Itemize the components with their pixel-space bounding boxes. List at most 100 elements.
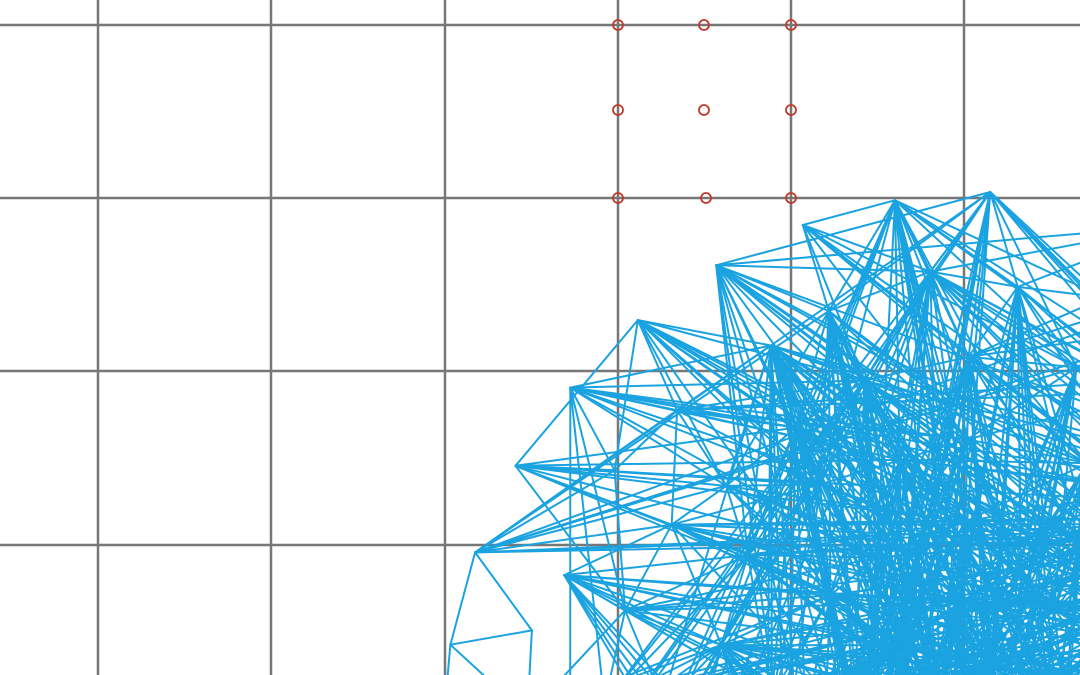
mesh-edge	[902, 644, 980, 675]
mesh-edge	[676, 409, 728, 487]
mesh-edge	[769, 344, 936, 675]
mesh-edge	[899, 458, 971, 675]
mesh-edge	[953, 520, 967, 675]
mesh-edge	[852, 644, 904, 675]
mesh-edge	[929, 270, 1078, 369]
mesh-edge	[769, 344, 847, 675]
mesh-edge	[967, 355, 1051, 675]
control-node	[612, 104, 624, 116]
mesh-edge	[624, 523, 673, 612]
mesh-edge	[669, 344, 772, 675]
mesh-edge	[720, 644, 773, 675]
mesh-edge	[967, 355, 991, 675]
mesh-edge	[966, 438, 1070, 675]
mesh-edge	[449, 643, 485, 675]
mesh-edge	[894, 199, 980, 675]
mesh-edge	[992, 285, 1019, 675]
control-node	[700, 192, 712, 204]
mesh-edge	[769, 344, 914, 675]
mesh-edge	[702, 379, 866, 675]
mesh-edge	[1046, 366, 1078, 675]
mesh-edge	[1016, 285, 1036, 675]
mesh-edge	[985, 366, 1078, 675]
mesh-edge	[1006, 366, 1078, 675]
mesh-edge	[624, 609, 654, 675]
mesh-edge	[569, 386, 1080, 468]
mesh-edge	[970, 540, 1079, 675]
mesh-edge	[715, 264, 749, 556]
mesh-edge	[929, 242, 1080, 273]
mesh-edge	[829, 556, 878, 597]
mesh-edge	[569, 386, 603, 675]
mesh-edge	[978, 285, 1019, 675]
mesh-edge	[746, 554, 804, 675]
mesh-edge	[715, 264, 1080, 402]
mesh-edge	[1016, 285, 1080, 339]
mesh-edge	[1016, 285, 1047, 675]
mesh-edge	[989, 191, 1019, 288]
mesh-edge	[446, 643, 452, 675]
mesh-edge	[801, 224, 1080, 459]
mesh-edge	[514, 458, 902, 467]
mesh-edge	[715, 264, 829, 675]
mesh-edge	[1016, 285, 1063, 675]
mesh-edge	[894, 199, 1012, 675]
mesh-edge	[725, 426, 797, 487]
mesh-edge	[827, 310, 935, 675]
mesh-edge	[769, 344, 992, 669]
mesh-edge	[875, 556, 880, 675]
mesh-edge	[863, 379, 1018, 675]
mesh-edge	[899, 458, 939, 675]
mesh-edge	[563, 554, 749, 577]
mesh-edge	[635, 644, 723, 675]
mesh-edge	[670, 484, 728, 526]
control-node	[612, 192, 624, 204]
mesh-edge	[853, 620, 1080, 675]
mesh-edge	[474, 484, 728, 554]
mesh-edge	[1016, 285, 1080, 390]
mesh-edge	[967, 285, 1019, 358]
mesh-edge	[967, 355, 988, 675]
mesh-edge	[449, 551, 477, 646]
mesh-edge	[670, 523, 878, 559]
mesh-edge	[563, 574, 631, 675]
mesh-edge	[563, 574, 764, 675]
triangle-mesh	[446, 191, 1080, 675]
mesh-edge	[827, 310, 880, 675]
mesh-edge	[829, 594, 907, 675]
mesh-edge	[1053, 574, 1080, 611]
mesh-edge	[1027, 485, 1080, 675]
mesh-edge	[636, 319, 832, 597]
mesh-edge	[746, 554, 912, 675]
mesh-edge	[846, 528, 1080, 675]
mesh-edge	[974, 633, 1080, 675]
mesh-edge	[514, 426, 797, 467]
mesh-edge	[894, 199, 1080, 288]
mesh-edge	[1003, 637, 1080, 675]
mesh-edge	[720, 609, 1080, 646]
mesh-edge	[670, 523, 813, 675]
mesh-edge	[827, 310, 921, 675]
mesh-edge	[769, 344, 1056, 611]
mesh-edge	[897, 270, 932, 675]
mesh-edge	[960, 600, 1080, 646]
control-node	[612, 19, 624, 31]
mesh-edge	[1016, 261, 1080, 288]
mesh-edge	[1016, 285, 1024, 675]
mesh-edge	[864, 458, 902, 675]
mesh-edge	[715, 232, 1080, 267]
mesh-edge	[769, 344, 982, 675]
mesh-edge	[609, 609, 627, 675]
mesh-edge	[514, 319, 639, 467]
mesh-edge	[563, 574, 1080, 664]
mesh-edge	[989, 191, 1080, 287]
mesh-edge	[827, 310, 1080, 501]
mesh-edge	[954, 600, 963, 675]
control-nodes	[612, 19, 797, 204]
mesh-edge	[1011, 540, 1079, 675]
mesh-edge	[829, 594, 931, 675]
mesh-edge	[945, 520, 967, 675]
mesh-edge	[894, 199, 1024, 675]
mesh-edge	[794, 426, 880, 675]
mesh-edge	[746, 554, 963, 603]
